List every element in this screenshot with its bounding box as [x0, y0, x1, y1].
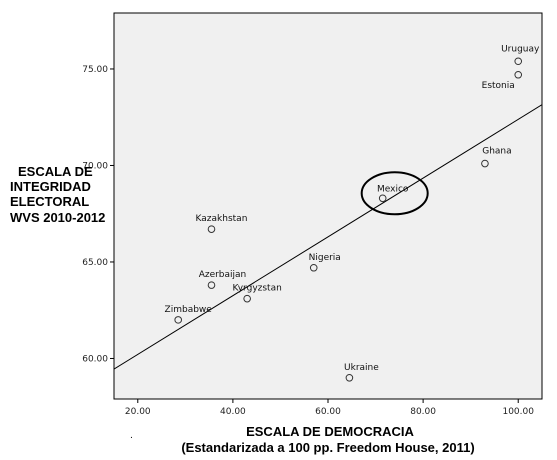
data-point	[309, 263, 318, 272]
y-axis-title: ESCALA DE INTEGRIDAD ELECTORAL WVS 2010-…	[10, 164, 105, 225]
point-label: Kyrgyzstan	[232, 284, 281, 294]
point-label: Nigeria	[309, 253, 341, 263]
x-tick-label: 40.00	[220, 407, 246, 417]
data-point	[345, 373, 354, 382]
x-axis-title-sub: (Estandarizada a 100 pp. Freedom House, …	[181, 440, 474, 455]
point-label: Zimbabwe	[165, 305, 213, 315]
plot-area	[113, 12, 543, 400]
x-tick-label: 20.00	[125, 407, 151, 417]
point-label: Azerbaijan	[199, 270, 247, 280]
data-point	[514, 57, 523, 66]
x-tick-label: 60.00	[315, 407, 341, 417]
y-tick-label: 65.00	[82, 258, 108, 268]
data-point	[207, 281, 216, 289]
y-axis-title-line: INTEGRIDAD	[10, 179, 91, 194]
points-layer	[174, 57, 523, 382]
x-axis-title-main: ESCALA DE DEMOCRACIA	[246, 424, 414, 439]
point-label: Ghana	[482, 147, 511, 157]
point-label: Kazakhstan	[196, 214, 248, 224]
data-point	[243, 294, 251, 303]
fit-line	[114, 104, 542, 370]
data-point	[174, 316, 182, 324]
y-tick-label: 75.00	[82, 65, 108, 75]
x-tick-label: 100.00	[502, 407, 534, 417]
axis-ticks: 20.00 40.00 60.00 80.00 100.00 60.00 65.00 70.0…	[82, 65, 534, 417]
highlight-ellipse	[360, 171, 429, 216]
stray-mark: .	[130, 431, 133, 441]
point-labels-layer: Uruguay Estonia Ghana Mexico Kazakhstan Niger…	[165, 44, 540, 373]
data-point	[207, 225, 216, 233]
y-axis-title-line: WVS 2010-2012	[10, 210, 105, 225]
point-label: Mexico	[377, 184, 409, 194]
y-tick-label: 60.00	[82, 354, 108, 364]
x-axis-title: ESCALA DE DEMOCRACIA (Estandarizada a 10…	[181, 424, 474, 455]
highlight-layer	[360, 171, 429, 216]
data-point	[481, 159, 489, 168]
point-label: Uruguay	[501, 44, 540, 54]
fit-line-layer	[114, 104, 542, 370]
data-point	[514, 70, 523, 79]
y-axis-title-line: ESCALA DE	[18, 164, 93, 179]
data-point	[378, 194, 387, 203]
point-label: Ukraine	[344, 363, 379, 373]
y-axis-title-line: ELECTORAL	[10, 194, 89, 209]
point-label: Estonia	[482, 81, 515, 91]
x-tick-label: 80.00	[410, 407, 436, 417]
y-tick-label: 70.00	[82, 161, 108, 171]
